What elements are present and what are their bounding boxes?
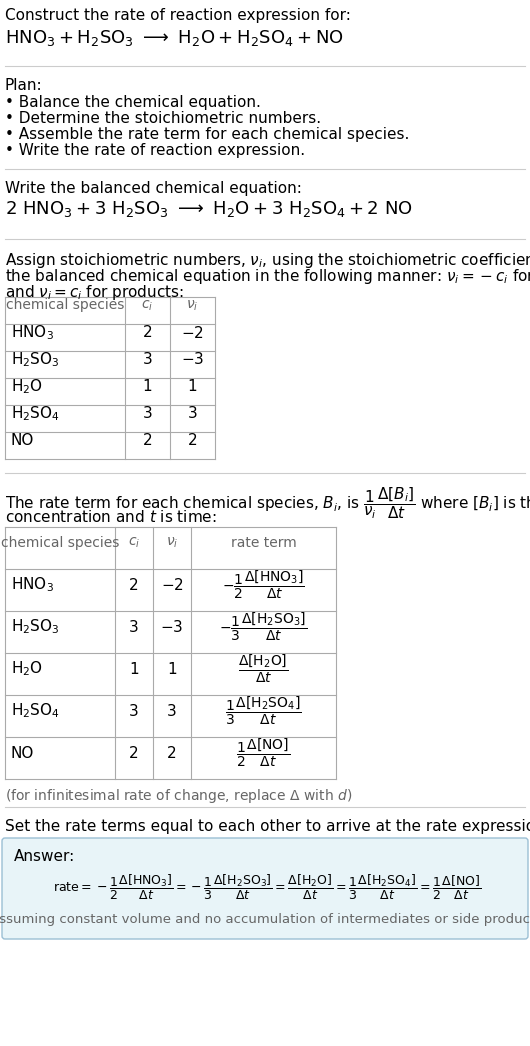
Text: $\mathrm{H_2O}$: $\mathrm{H_2O}$: [11, 378, 43, 395]
Text: • Balance the chemical equation.: • Balance the chemical equation.: [5, 95, 261, 110]
Text: $\mathrm{H_2SO_4}$: $\mathrm{H_2SO_4}$: [11, 404, 60, 423]
Text: 3: 3: [129, 704, 139, 719]
Text: $\nu_i$: $\nu_i$: [166, 536, 178, 550]
Text: the balanced chemical equation in the following manner: $\nu_i = -c_i$ for react: the balanced chemical equation in the fo…: [5, 267, 530, 286]
Text: 3: 3: [143, 406, 153, 420]
FancyBboxPatch shape: [2, 838, 528, 939]
Text: (for infinitesimal rate of change, replace $\Delta$ with $d$): (for infinitesimal rate of change, repla…: [5, 787, 352, 805]
Text: NO: NO: [11, 746, 34, 760]
Text: $\mathrm{HNO_3}$: $\mathrm{HNO_3}$: [11, 575, 54, 594]
Text: • Write the rate of reaction expression.: • Write the rate of reaction expression.: [5, 143, 305, 158]
Text: chemical species: chemical species: [6, 298, 124, 313]
Text: $\mathrm{HNO_3}$: $\mathrm{HNO_3}$: [11, 323, 54, 342]
Text: Construct the rate of reaction expression for:: Construct the rate of reaction expressio…: [5, 8, 351, 23]
Text: Answer:: Answer:: [14, 849, 75, 864]
Text: 2: 2: [188, 433, 197, 448]
Text: 3: 3: [143, 353, 153, 367]
Text: rate term: rate term: [231, 536, 296, 550]
Text: $-\dfrac{1}{3}\dfrac{\Delta[\mathrm{H_2SO_3}]}{\Delta t}$: $-\dfrac{1}{3}\dfrac{\Delta[\mathrm{H_2S…: [219, 611, 307, 643]
Text: 2: 2: [143, 433, 152, 448]
Text: and $\nu_i = c_i$ for products:: and $\nu_i = c_i$ for products:: [5, 283, 184, 302]
Text: 2: 2: [129, 746, 139, 760]
Text: $\mathrm{H_2SO_4}$: $\mathrm{H_2SO_4}$: [11, 702, 60, 721]
Text: $\mathrm{2\ HNO_3 + 3\ H_2SO_3 \ \longrightarrow \ H_2O + 3\ H_2SO_4 + 2\ NO}$: $\mathrm{2\ HNO_3 + 3\ H_2SO_3 \ \longri…: [5, 199, 413, 219]
Text: 3: 3: [129, 619, 139, 635]
Text: Assign stoichiometric numbers, $\nu_i$, using the stoichiometric coefficients, $: Assign stoichiometric numbers, $\nu_i$, …: [5, 251, 530, 270]
Text: $\mathrm{HNO_3 + H_2SO_3 \ \longrightarrow \ H_2O + H_2SO_4 + NO}$: $\mathrm{HNO_3 + H_2SO_3 \ \longrightarr…: [5, 28, 343, 48]
Text: $\mathrm{rate} = -\dfrac{1}{2}\dfrac{\Delta[\mathrm{HNO_3}]}{\Delta t} = -\dfrac: $\mathrm{rate} = -\dfrac{1}{2}\dfrac{\De…: [53, 873, 481, 902]
Text: $-\dfrac{1}{2}\dfrac{\Delta[\mathrm{HNO_3}]}{\Delta t}$: $-\dfrac{1}{2}\dfrac{\Delta[\mathrm{HNO_…: [222, 569, 305, 601]
Text: 2: 2: [167, 746, 177, 760]
Text: 2: 2: [143, 325, 152, 340]
Text: chemical species: chemical species: [1, 536, 119, 550]
Text: 1: 1: [188, 379, 197, 394]
Text: (assuming constant volume and no accumulation of intermediates or side products): (assuming constant volume and no accumul…: [0, 913, 530, 926]
Text: $\mathrm{H_2SO_3}$: $\mathrm{H_2SO_3}$: [11, 350, 59, 369]
Text: 3: 3: [188, 406, 197, 420]
Text: Write the balanced chemical equation:: Write the balanced chemical equation:: [5, 181, 302, 196]
Text: • Determine the stoichiometric numbers.: • Determine the stoichiometric numbers.: [5, 111, 321, 126]
Text: $\nu_i$: $\nu_i$: [187, 298, 199, 313]
Text: • Assemble the rate term for each chemical species.: • Assemble the rate term for each chemic…: [5, 127, 409, 142]
Text: $\mathrm{H_2O}$: $\mathrm{H_2O}$: [11, 660, 43, 679]
Text: Set the rate terms equal to each other to arrive at the rate expression:: Set the rate terms equal to each other t…: [5, 819, 530, 834]
Text: Plan:: Plan:: [5, 78, 42, 93]
Text: NO: NO: [11, 433, 34, 448]
Text: 1: 1: [143, 379, 152, 394]
Text: $\mathrm{H_2SO_3}$: $\mathrm{H_2SO_3}$: [11, 617, 59, 636]
Text: $-2$: $-2$: [181, 324, 204, 341]
Text: $c_i$: $c_i$: [142, 298, 154, 313]
Text: $-3$: $-3$: [161, 619, 183, 635]
Text: $\dfrac{1}{2}\dfrac{\Delta[\mathrm{NO}]}{\Delta t}$: $\dfrac{1}{2}\dfrac{\Delta[\mathrm{NO}]}…: [236, 736, 290, 769]
Text: $-2$: $-2$: [161, 577, 183, 593]
Text: 1: 1: [129, 661, 139, 677]
Text: The rate term for each chemical species, $B_i$, is $\dfrac{1}{\nu_i}\dfrac{\Delt: The rate term for each chemical species,…: [5, 485, 530, 521]
Text: concentration and $t$ is time:: concentration and $t$ is time:: [5, 509, 217, 525]
Text: $\dfrac{1}{3}\dfrac{\Delta[\mathrm{H_2SO_4}]}{\Delta t}$: $\dfrac{1}{3}\dfrac{\Delta[\mathrm{H_2SO…: [225, 695, 302, 727]
Text: $-3$: $-3$: [181, 351, 204, 367]
Text: $\dfrac{\Delta[\mathrm{H_2O}]}{\Delta t}$: $\dfrac{\Delta[\mathrm{H_2O}]}{\Delta t}…: [238, 653, 289, 685]
Text: $c_i$: $c_i$: [128, 536, 140, 550]
Text: 1: 1: [167, 661, 177, 677]
Text: 2: 2: [129, 577, 139, 592]
Text: 3: 3: [167, 704, 177, 719]
